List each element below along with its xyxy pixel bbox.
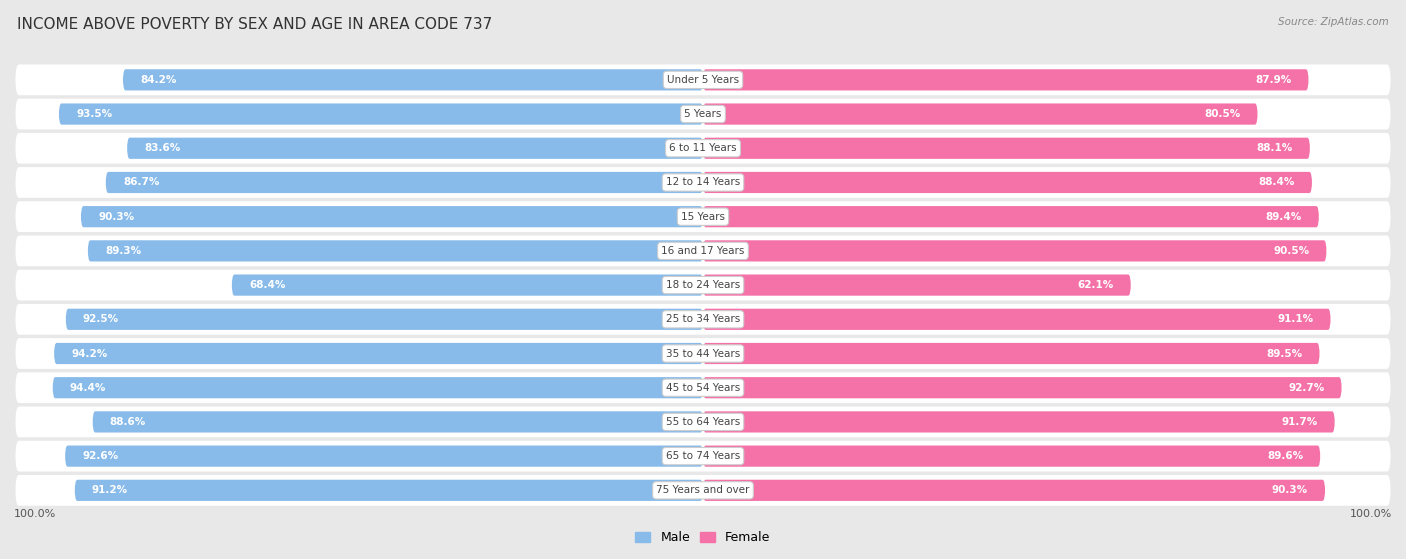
Text: 25 to 34 Years: 25 to 34 Years	[666, 314, 740, 324]
FancyBboxPatch shape	[93, 411, 703, 433]
FancyBboxPatch shape	[52, 377, 703, 399]
FancyBboxPatch shape	[15, 99, 1391, 130]
FancyBboxPatch shape	[15, 372, 1391, 403]
Text: Under 5 Years: Under 5 Years	[666, 75, 740, 85]
Text: 94.4%: 94.4%	[70, 383, 107, 393]
FancyBboxPatch shape	[15, 475, 1391, 506]
FancyBboxPatch shape	[15, 269, 1391, 301]
Text: 84.2%: 84.2%	[141, 75, 177, 85]
Text: 88.4%: 88.4%	[1258, 177, 1295, 187]
Text: 89.6%: 89.6%	[1267, 451, 1303, 461]
Text: 90.5%: 90.5%	[1274, 246, 1309, 256]
Text: 100.0%: 100.0%	[1350, 509, 1392, 519]
Text: 55 to 64 Years: 55 to 64 Years	[666, 417, 740, 427]
Text: 100.0%: 100.0%	[14, 509, 56, 519]
FancyBboxPatch shape	[66, 309, 703, 330]
Text: 92.6%: 92.6%	[83, 451, 118, 461]
FancyBboxPatch shape	[703, 206, 1319, 228]
FancyBboxPatch shape	[15, 64, 1391, 95]
FancyBboxPatch shape	[703, 411, 1334, 433]
Text: 92.7%: 92.7%	[1288, 383, 1324, 393]
Text: 18 to 24 Years: 18 to 24 Years	[666, 280, 740, 290]
FancyBboxPatch shape	[53, 343, 703, 364]
FancyBboxPatch shape	[15, 133, 1391, 164]
FancyBboxPatch shape	[703, 69, 1309, 91]
Text: 15 Years: 15 Years	[681, 212, 725, 222]
Text: 35 to 44 Years: 35 to 44 Years	[666, 348, 740, 358]
FancyBboxPatch shape	[15, 440, 1391, 471]
FancyBboxPatch shape	[703, 240, 1326, 262]
Text: 83.6%: 83.6%	[145, 143, 180, 153]
FancyBboxPatch shape	[127, 138, 703, 159]
FancyBboxPatch shape	[122, 69, 703, 91]
FancyBboxPatch shape	[59, 103, 703, 125]
FancyBboxPatch shape	[232, 274, 703, 296]
Text: 89.3%: 89.3%	[105, 246, 141, 256]
FancyBboxPatch shape	[703, 377, 1341, 399]
Text: 45 to 54 Years: 45 to 54 Years	[666, 383, 740, 393]
Text: Source: ZipAtlas.com: Source: ZipAtlas.com	[1278, 17, 1389, 27]
Text: 91.7%: 91.7%	[1281, 417, 1317, 427]
FancyBboxPatch shape	[82, 206, 703, 228]
Text: 90.3%: 90.3%	[98, 212, 134, 222]
Text: 89.4%: 89.4%	[1265, 212, 1302, 222]
Text: 91.2%: 91.2%	[91, 485, 128, 495]
FancyBboxPatch shape	[65, 446, 703, 467]
FancyBboxPatch shape	[105, 172, 703, 193]
FancyBboxPatch shape	[703, 172, 1312, 193]
FancyBboxPatch shape	[703, 138, 1310, 159]
FancyBboxPatch shape	[15, 338, 1391, 369]
Text: 65 to 74 Years: 65 to 74 Years	[666, 451, 740, 461]
FancyBboxPatch shape	[87, 240, 703, 262]
Text: 12 to 14 Years: 12 to 14 Years	[666, 177, 740, 187]
Text: 88.1%: 88.1%	[1257, 143, 1292, 153]
Text: 91.1%: 91.1%	[1277, 314, 1313, 324]
FancyBboxPatch shape	[15, 406, 1391, 437]
FancyBboxPatch shape	[703, 480, 1324, 501]
FancyBboxPatch shape	[15, 235, 1391, 266]
FancyBboxPatch shape	[703, 103, 1257, 125]
Text: 92.5%: 92.5%	[83, 314, 120, 324]
Text: 86.7%: 86.7%	[122, 177, 159, 187]
Text: 87.9%: 87.9%	[1256, 75, 1291, 85]
FancyBboxPatch shape	[703, 446, 1320, 467]
Text: 89.5%: 89.5%	[1267, 348, 1302, 358]
Text: 62.1%: 62.1%	[1077, 280, 1114, 290]
FancyBboxPatch shape	[703, 343, 1320, 364]
Legend: Male, Female: Male, Female	[630, 526, 776, 549]
Text: 93.5%: 93.5%	[76, 109, 112, 119]
Text: INCOME ABOVE POVERTY BY SEX AND AGE IN AREA CODE 737: INCOME ABOVE POVERTY BY SEX AND AGE IN A…	[17, 17, 492, 32]
Text: 80.5%: 80.5%	[1204, 109, 1240, 119]
FancyBboxPatch shape	[703, 274, 1130, 296]
Text: 75 Years and over: 75 Years and over	[657, 485, 749, 495]
Text: 16 and 17 Years: 16 and 17 Years	[661, 246, 745, 256]
Text: 90.3%: 90.3%	[1272, 485, 1308, 495]
FancyBboxPatch shape	[75, 480, 703, 501]
FancyBboxPatch shape	[15, 304, 1391, 335]
Text: 6 to 11 Years: 6 to 11 Years	[669, 143, 737, 153]
FancyBboxPatch shape	[703, 309, 1330, 330]
FancyBboxPatch shape	[15, 167, 1391, 198]
Text: 68.4%: 68.4%	[249, 280, 285, 290]
Text: 88.6%: 88.6%	[110, 417, 146, 427]
FancyBboxPatch shape	[15, 201, 1391, 232]
Text: 5 Years: 5 Years	[685, 109, 721, 119]
Text: 94.2%: 94.2%	[72, 348, 107, 358]
